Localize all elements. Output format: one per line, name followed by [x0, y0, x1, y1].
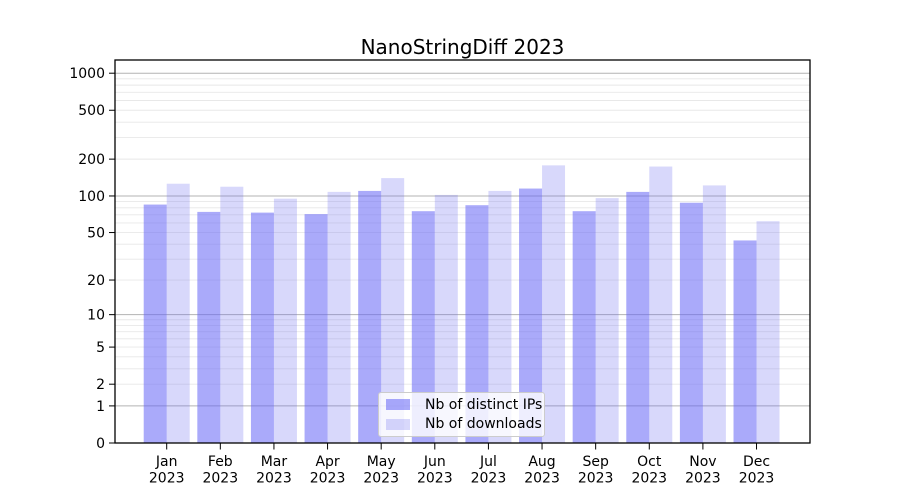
x-tick-label-month: Mar	[261, 454, 288, 470]
y-tick-label: 2	[96, 377, 105, 393]
x-tick-label-month: Apr	[315, 454, 339, 470]
x-tick-label-month: Feb	[208, 454, 233, 470]
distinct-ips-swatch-icon	[386, 399, 410, 411]
bar	[649, 166, 673, 443]
bar	[220, 186, 244, 443]
x-tick-label-year: 2023	[739, 471, 775, 487]
plot-frame	[114, 59, 811, 444]
bar	[250, 212, 274, 443]
legend-label-downloads: Nb of downloads	[425, 416, 542, 433]
bar	[488, 190, 512, 443]
bar	[756, 221, 780, 443]
bar	[733, 240, 757, 443]
x-tick-label-year: 2023	[363, 471, 399, 487]
y-tick-label: 100	[78, 189, 105, 205]
x-tick-label-year: 2023	[631, 471, 667, 487]
bar	[381, 178, 405, 444]
series-downloads	[166, 165, 780, 444]
x-tick-label-month: Jan	[155, 454, 178, 470]
x-tick-label-month: Dec	[743, 454, 770, 470]
legend-item-downloads: Nb of downloads	[386, 416, 544, 432]
x-tick-label-month: Aug	[528, 454, 555, 470]
bar	[542, 165, 566, 444]
x-tick-label-month: Jun	[423, 454, 446, 470]
bar	[572, 211, 596, 443]
bar	[166, 183, 190, 443]
legend-item-distinct-ips: Nb of distinct IPs	[386, 397, 544, 413]
y-tick-label: 20	[87, 273, 105, 289]
bar	[702, 185, 726, 443]
bar	[626, 191, 650, 443]
y-tick-label: 50	[87, 226, 105, 242]
x-tick-label-year: 2023	[310, 471, 346, 487]
y-tick-label: 200	[78, 152, 105, 168]
y-tick-label: 10	[87, 308, 105, 324]
bar	[304, 214, 328, 443]
bar	[679, 202, 703, 443]
x-tick-label-year: 2023	[256, 471, 292, 487]
x-tick-label-month: Jul	[479, 454, 497, 470]
x-tick-label-year: 2023	[524, 471, 560, 487]
bar	[595, 198, 619, 443]
y-tick-label: 1000	[69, 66, 105, 82]
x-axis: Jan2023Feb2023Mar2023Apr2023May2023Jun20…	[149, 443, 774, 487]
bar	[358, 190, 382, 443]
y-tick-label: 1	[96, 399, 105, 415]
x-tick-label-year: 2023	[149, 471, 185, 487]
x-tick-label-month: Sep	[582, 454, 609, 470]
series-distinct-ips	[143, 188, 757, 443]
x-tick-label-month: May	[367, 454, 396, 470]
legend: Nb of distinct IPs Nb of downloads	[378, 392, 545, 437]
x-tick-label-year: 2023	[417, 471, 453, 487]
x-tick-label-year: 2023	[578, 471, 614, 487]
legend-label-distinct-ips: Nb of distinct IPs	[425, 396, 543, 413]
x-tick-label-year: 2023	[471, 471, 507, 487]
x-tick-label-month: Nov	[689, 454, 716, 470]
bar	[434, 194, 458, 443]
bar	[273, 198, 297, 443]
y-tick-label: 500	[78, 103, 105, 119]
x-tick-label-year: 2023	[202, 471, 238, 487]
bar	[327, 191, 351, 443]
y-tick-label: 0	[96, 436, 105, 452]
bar	[465, 205, 489, 443]
x-tick-label-year: 2023	[685, 471, 721, 487]
bar	[197, 211, 221, 443]
downloads-swatch-icon	[386, 418, 410, 430]
bar	[143, 204, 167, 443]
chart-title: NanoStringDiff 2023	[360, 35, 565, 59]
bar	[411, 211, 435, 443]
bar	[519, 188, 543, 443]
y-tick-label: 5	[96, 340, 105, 356]
y-axis: 0 1 2 5 10 20 50 100 200 500 1000	[69, 66, 115, 452]
x-tick-label-month: Oct	[637, 454, 662, 470]
